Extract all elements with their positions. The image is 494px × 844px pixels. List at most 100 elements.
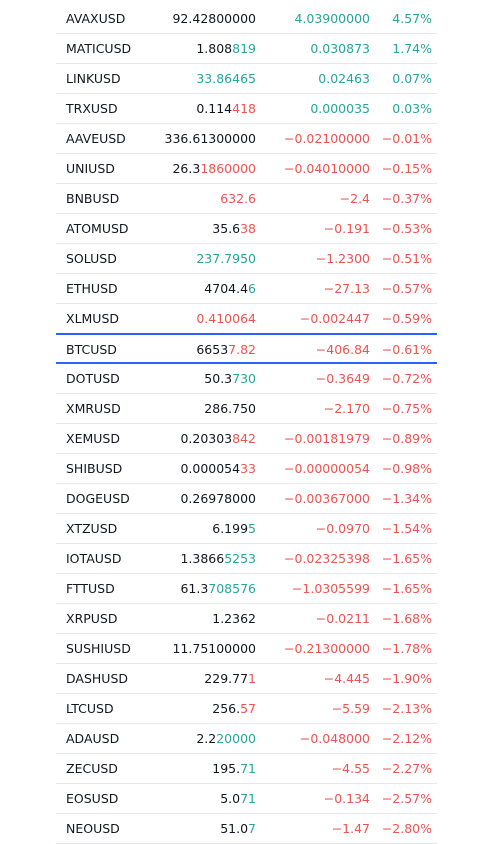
change-percent: −2.80% (381, 821, 432, 836)
price: 1.2362 (212, 604, 256, 633)
price-part: 61.3 (180, 581, 209, 596)
change: −0.02325398 (283, 551, 370, 566)
ticker-row[interactable]: DOGEUSD 0.26978000 −0.00367000 −1.34% (56, 484, 437, 514)
ticker-row[interactable]: SHIBUSD 0.00005433 −0.00000054 −0.98% (56, 454, 437, 484)
change-percent: −1.90% (381, 671, 432, 686)
price: 1.38665253 (180, 544, 256, 573)
change: −0.00000054 (283, 461, 370, 476)
change: −1.47 (331, 821, 370, 836)
ticker-row[interactable]: ETHUSD 4704.46 −27.13 −0.57% (56, 274, 437, 304)
ticker-row[interactable]: NEOUSD 51.07 −1.47 −2.80% (56, 814, 437, 844)
ticker-row[interactable]: XTZUSD 6.1995 −0.0970 −1.54% (56, 514, 437, 544)
ticker-row[interactable]: AAVEUSD 336.61300000 −0.02100000 −0.01% (56, 124, 437, 154)
change: −1.0305599 (291, 581, 370, 596)
ticker-row[interactable]: FTTUSD 61.3708576 −1.0305599 −1.65% (56, 574, 437, 604)
change-percent: 1.74% (392, 41, 432, 56)
price-part: 6.199 (212, 521, 249, 536)
price-part: 20000 (216, 731, 256, 746)
ticker-row[interactable]: ADAUSD 2.220000 −0.048000 −2.12% (56, 724, 437, 754)
symbol: XTZUSD (66, 521, 118, 536)
ticker-row[interactable]: DASHUSD 229.771 −4.445 −1.90% (56, 664, 437, 694)
ticker-row[interactable]: SOLUSD 237.7950 −1.2300 −0.51% (56, 244, 437, 274)
ticker-row[interactable]: IOTAUSD 1.38665253 −0.02325398 −1.65% (56, 544, 437, 574)
ticker-row[interactable]: MATICUSD 1.808819 0.030873 1.74% (56, 34, 437, 64)
ticker-row[interactable]: LTCUSD 256.57 −5.59 −2.13% (56, 694, 437, 724)
change-percent: −2.57% (381, 791, 432, 806)
change-percent: −1.65% (381, 581, 432, 596)
price-part: 0.114 (196, 101, 233, 116)
price: 256.57 (212, 694, 256, 723)
ticker-row[interactable]: TRXUSD 0.114418 0.000035 0.03% (56, 94, 437, 124)
price-part: 71 (240, 761, 256, 776)
price-part: 336.61300000 (164, 131, 256, 146)
ticker-row[interactable]: AVAXUSD 92.42800000 4.03900000 4.57% (56, 4, 437, 34)
price-part: 730 (232, 371, 256, 386)
price: 0.114418 (196, 94, 256, 123)
price: 195.71 (212, 754, 256, 783)
price-part: 57 (240, 701, 256, 716)
ticker-row[interactable]: BNBUSD 632.6 −2.4 −0.37% (56, 184, 437, 214)
ticker-row[interactable]: XEMUSD 0.20303842 −0.00181979 −0.89% (56, 424, 437, 454)
price: 92.42800000 (172, 4, 256, 33)
price-part: 0.20303 (180, 431, 233, 446)
symbol: SUSHIUSD (66, 641, 131, 656)
symbol: LINKUSD (66, 71, 121, 86)
price-part: 418 (232, 101, 256, 116)
price-part: 7.82 (228, 342, 256, 357)
ticker-row[interactable]: BTCUSD 66537.82 −406.84 −0.61% (56, 333, 437, 364)
price-part: 0.26978000 (180, 491, 256, 506)
symbol: TRXUSD (66, 101, 118, 116)
change: −0.0970 (315, 521, 370, 536)
price-part: 5 (248, 521, 256, 536)
symbol: ZECUSD (66, 761, 118, 776)
ticker-row[interactable]: UNIUSD 26.31860000 −0.04010000 −0.15% (56, 154, 437, 184)
change-percent: 0.07% (392, 71, 432, 86)
price-part: 632.6 (220, 191, 256, 206)
change-percent: −0.57% (381, 281, 432, 296)
change-percent: −1.65% (381, 551, 432, 566)
change-percent: −0.37% (381, 191, 432, 206)
price: 0.410064 (196, 304, 256, 333)
price: 66537.82 (196, 335, 256, 364)
change-percent: −0.59% (381, 311, 432, 326)
change: −2.170 (323, 401, 370, 416)
price: 0.26978000 (180, 484, 256, 513)
price-part: 7 (248, 821, 256, 836)
change: 0.000035 (310, 101, 370, 116)
ticker-row[interactable]: XRPUSD 1.2362 −0.0211 −1.68% (56, 604, 437, 634)
price-part: 35.6 (212, 221, 241, 236)
ticker-row[interactable]: XMRUSD 286.750 −2.170 −0.75% (56, 394, 437, 424)
price-part: 1 (248, 671, 256, 686)
ticker-row[interactable]: ATOMUSD 35.638 −0.191 −0.53% (56, 214, 437, 244)
price-part: 38 (240, 221, 256, 236)
change: 4.03900000 (294, 11, 370, 26)
change-percent: −1.68% (381, 611, 432, 626)
symbol: SOLUSD (66, 251, 117, 266)
price-part: 71 (240, 791, 256, 806)
price: 4704.46 (204, 274, 256, 303)
change: −5.59 (331, 701, 370, 716)
price: 229.771 (204, 664, 256, 693)
change-percent: −0.72% (381, 371, 432, 386)
change-percent: −0.98% (381, 461, 432, 476)
change-percent: −2.27% (381, 761, 432, 776)
ticker-row[interactable]: EOSUSD 5.071 −0.134 −2.57% (56, 784, 437, 814)
ticker-row[interactable]: XLMUSD 0.410064 −0.002447 −0.59% (56, 304, 437, 334)
price-part: 6653 (196, 342, 229, 357)
price: 0.20303842 (180, 424, 256, 453)
ticker-row[interactable]: ZECUSD 195.71 −4.55 −2.27% (56, 754, 437, 784)
ticker-row[interactable]: LINKUSD 33.86465 0.02463 0.07% (56, 64, 437, 94)
price-part: 33 (240, 461, 256, 476)
change-percent: −0.75% (381, 401, 432, 416)
symbol: ATOMUSD (66, 221, 129, 236)
change-percent: 0.03% (392, 101, 432, 116)
symbol: FTTUSD (66, 581, 115, 596)
price: 5.071 (220, 784, 256, 813)
change: −27.13 (323, 281, 370, 296)
symbol: MATICUSD (66, 41, 132, 56)
change-percent: −2.12% (381, 731, 432, 746)
symbol: XRPUSD (66, 611, 118, 626)
ticker-row[interactable]: SUSHIUSD 11.75100000 −0.21300000 −1.78% (56, 634, 437, 664)
price: 2.220000 (196, 724, 256, 753)
ticker-row[interactable]: DOTUSD 50.3730 −0.3649 −0.72% (56, 364, 437, 394)
